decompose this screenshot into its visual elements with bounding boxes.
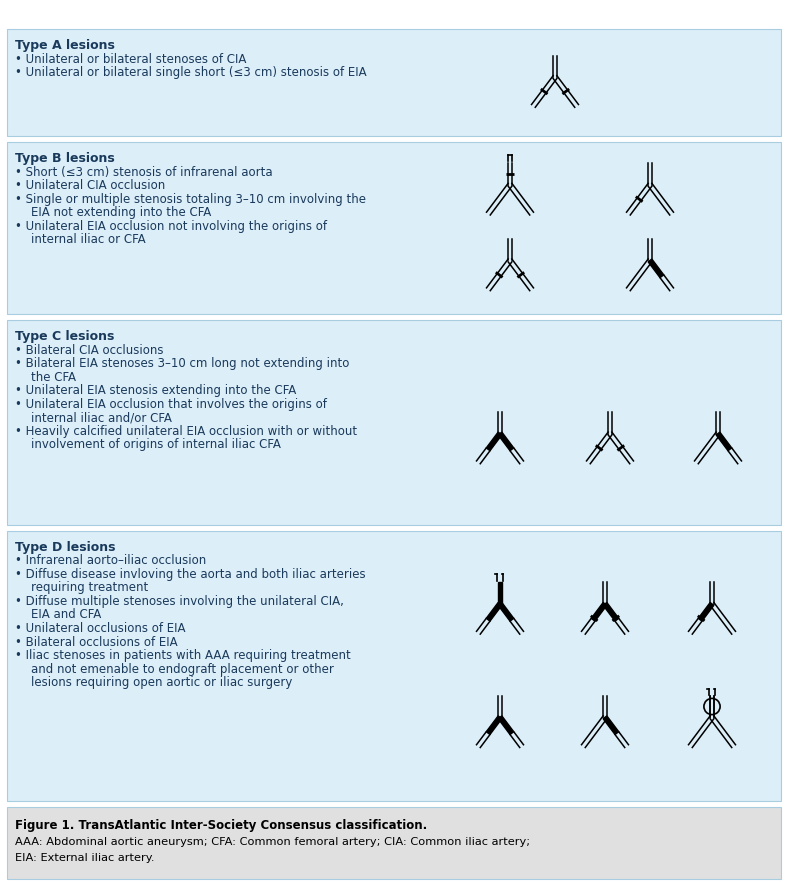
Text: • Bilateral CIA occlusions: • Bilateral CIA occlusions (15, 344, 163, 356)
Text: internal iliac and/or CFA: internal iliac and/or CFA (31, 411, 172, 424)
Text: • Unilateral occlusions of EIA: • Unilateral occlusions of EIA (15, 622, 185, 635)
Text: • Single or multiple stenosis totaling 3–10 cm involving the: • Single or multiple stenosis totaling 3… (15, 192, 366, 206)
Polygon shape (486, 716, 502, 734)
Polygon shape (498, 582, 502, 604)
Polygon shape (603, 602, 619, 621)
Text: • Infrarenal aorto–iliac occlusion: • Infrarenal aorto–iliac occlusion (15, 555, 206, 568)
FancyBboxPatch shape (7, 29, 781, 136)
FancyBboxPatch shape (7, 320, 781, 525)
Text: Type C lesions: Type C lesions (15, 330, 114, 343)
Text: • Bilateral EIA stenoses 3–10 cm long not extending into: • Bilateral EIA stenoses 3–10 cm long no… (15, 357, 349, 370)
Text: • Diffuse multiple stenoses involving the unilateral CIA,: • Diffuse multiple stenoses involving th… (15, 595, 344, 608)
Text: the CFA: the CFA (31, 370, 76, 384)
Text: internal iliac or CFA: internal iliac or CFA (31, 233, 146, 246)
Text: Figure 1. TransAtlantic Inter-Society Consensus classification.: Figure 1. TransAtlantic Inter-Society Co… (15, 819, 427, 832)
Text: Type A lesions: Type A lesions (15, 39, 115, 52)
Polygon shape (648, 259, 663, 277)
Text: • Short (≤3 cm) stenosis of infrarenal aorta: • Short (≤3 cm) stenosis of infrarenal a… (15, 166, 273, 178)
Polygon shape (486, 432, 502, 451)
Text: lesions requiring open aortic or iliac surgery: lesions requiring open aortic or iliac s… (31, 676, 292, 689)
Text: EIA and CFA: EIA and CFA (31, 609, 101, 621)
Text: requiring treatment: requiring treatment (31, 581, 148, 595)
Text: • Unilateral or bilateral stenoses of CIA: • Unilateral or bilateral stenoses of CI… (15, 52, 247, 66)
Text: • Unilateral or bilateral single short (≤3 cm) stenosis of EIA: • Unilateral or bilateral single short (… (15, 66, 366, 79)
Polygon shape (591, 602, 607, 621)
FancyBboxPatch shape (7, 531, 781, 801)
Text: EIA: External iliac artery.: EIA: External iliac artery. (15, 853, 154, 863)
Polygon shape (698, 602, 714, 621)
Text: • Unilateral EIA occlusion not involving the origins of: • Unilateral EIA occlusion not involving… (15, 220, 327, 232)
Polygon shape (716, 432, 732, 451)
Text: • Bilateral occlusions of EIA: • Bilateral occlusions of EIA (15, 635, 177, 649)
Polygon shape (498, 716, 514, 734)
Text: Type D lesions: Type D lesions (15, 541, 116, 554)
Text: • Unilateral CIA occlusion: • Unilateral CIA occlusion (15, 179, 165, 192)
Text: involvement of origins of internal iliac CFA: involvement of origins of internal iliac… (31, 438, 281, 451)
FancyBboxPatch shape (7, 142, 781, 314)
Text: • Unilateral EIA occlusion that involves the origins of: • Unilateral EIA occlusion that involves… (15, 398, 327, 410)
Text: EIA not extending into the CFA: EIA not extending into the CFA (31, 206, 211, 219)
Text: • Unilateral EIA stenosis extending into the CFA: • Unilateral EIA stenosis extending into… (15, 384, 296, 397)
Text: Type B lesions: Type B lesions (15, 152, 115, 165)
Text: and not emenable to endograft placement or other: and not emenable to endograft placement … (31, 663, 334, 675)
Polygon shape (603, 716, 619, 734)
Text: AAA: Abdominal aortic aneurysm; CFA: Common femoral artery; CIA: Common iliac ar: AAA: Abdominal aortic aneurysm; CFA: Com… (15, 837, 530, 847)
Polygon shape (498, 602, 514, 621)
Text: • Heavily calcified unilateral EIA occlusion with or without: • Heavily calcified unilateral EIA occlu… (15, 424, 357, 438)
FancyBboxPatch shape (7, 807, 781, 879)
Text: • Iliac stenoses in patients with AAA requiring treatment: • Iliac stenoses in patients with AAA re… (15, 649, 351, 662)
Polygon shape (486, 602, 502, 621)
Text: • Diffuse disease invloving the aorta and both iliac arteries: • Diffuse disease invloving the aorta an… (15, 568, 366, 581)
Polygon shape (498, 432, 514, 451)
